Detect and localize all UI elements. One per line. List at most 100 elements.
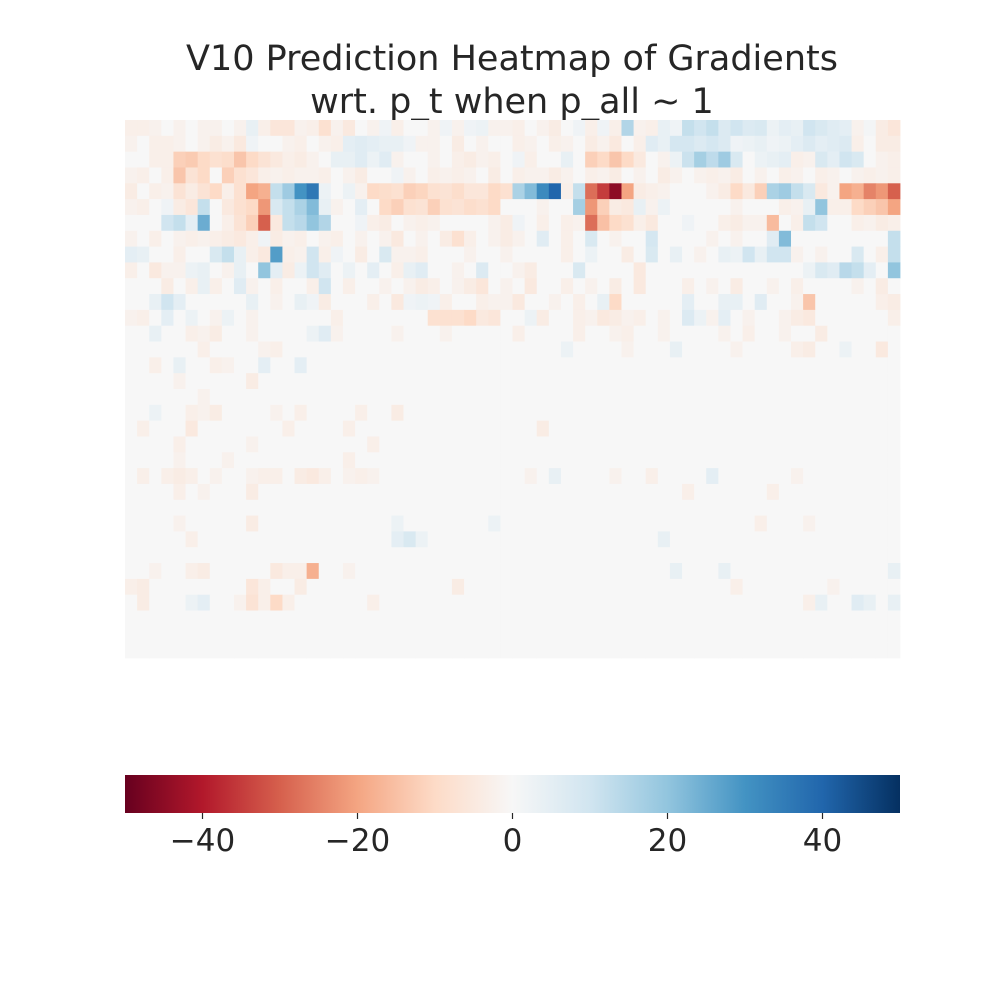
heatmap-cell [451,341,465,358]
heatmap-cell [330,389,344,406]
heatmap-cell [597,199,610,216]
heatmap-cell [524,642,538,659]
heatmap-cell [560,499,574,516]
heatmap-cell [318,515,332,532]
heatmap-cell [500,373,513,390]
heatmap-cell [682,531,695,548]
heatmap-cell [197,214,211,232]
heatmap-cell [294,135,308,153]
heatmap-cell [827,373,840,390]
heatmap-cell [500,214,513,232]
heatmap-cell [875,436,889,453]
heatmap-cell [367,499,380,516]
heatmap-cell [258,230,271,247]
heatmap-cell [415,452,429,469]
heatmap-cell [669,120,683,137]
heatmap-cell [621,563,634,580]
heatmap-cell [161,610,174,627]
heatmap-cell [815,357,828,374]
heatmap-cell [476,167,489,184]
heatmap-cell [342,373,356,390]
heatmap-cell [621,610,634,627]
heatmap-cell [476,120,489,137]
heatmap-cell [330,626,344,643]
heatmap-cell [815,515,828,532]
heatmap-cell [318,452,332,469]
heatmap-cell [863,578,877,596]
heatmap-cell [791,294,804,311]
heatmap-cell [258,547,271,564]
heatmap-cell [863,278,877,295]
heatmap-cell [415,183,429,200]
heatmap-cell [827,294,840,311]
heatmap-cell [173,120,186,137]
heatmap-cell [330,610,344,627]
heatmap-cell [887,262,901,279]
heatmap-cell [682,214,695,232]
heatmap-cell [270,404,283,422]
heatmap-cell [342,452,356,469]
heatmap-cell [560,610,574,627]
heatmap-cell [766,642,780,659]
heatmap-cell [609,214,622,232]
heatmap-cell [633,436,647,453]
heatmap-cell [875,373,889,390]
heatmap-cell [682,230,695,247]
heatmap-cell [221,483,235,501]
heatmap-cell [524,262,538,279]
heatmap-cell [221,246,235,263]
heatmap-cell [451,389,465,406]
heatmap-cell [706,420,719,437]
heatmap-cell [887,626,901,643]
heatmap-cell [342,230,356,247]
heatmap-cell [573,246,586,263]
heatmap-cell [161,483,174,501]
heatmap-cell [754,594,768,611]
heatmap-cell [125,151,138,168]
heatmap-cell [887,135,901,153]
heatmap-cell [294,610,308,627]
heatmap-cell [415,341,429,358]
heatmap-cell [125,309,138,327]
heatmap-cell [367,199,380,216]
heatmap-cell [645,214,659,232]
heatmap-cell [730,642,743,659]
heatmap-cell [621,214,634,232]
heatmap-cell [282,230,295,247]
heatmap-cell [427,135,441,153]
heatmap-cell [488,515,501,532]
heatmap-cell [694,468,707,485]
heatmap-cell [209,373,223,390]
heatmap-cell [512,151,526,168]
heatmap-cell [621,230,634,247]
heatmap-cell [560,199,574,216]
heatmap-cell [367,436,380,453]
heatmap-cell [185,294,199,311]
heatmap-cell [246,230,259,247]
heatmap-cell [609,151,622,168]
heatmap-cell [718,610,731,627]
heatmap-cell [137,594,150,611]
heatmap-cell [173,468,186,485]
heatmap-cell [875,642,889,659]
heatmap-cell [597,325,610,342]
heatmap-cell [851,262,865,279]
heatmap-cell [294,294,308,311]
heatmap-cell [379,167,392,184]
heatmap-cell [887,294,901,311]
heatmap-cell [803,357,816,374]
heatmap-cell [318,626,332,643]
heatmap-cell [536,547,550,564]
heatmap-cell [863,468,877,485]
heatmap-cell [621,357,634,374]
heatmap-cell [185,531,199,548]
heatmap-cell [258,214,271,232]
heatmap-cell [766,151,780,168]
heatmap-cell [548,389,562,406]
heatmap-cell [597,483,610,501]
heatmap-cell [682,578,695,596]
heatmap-cell [742,515,756,532]
heatmap-cell [221,499,235,516]
heatmap-cell [512,183,526,200]
heatmap-cell [524,120,538,137]
